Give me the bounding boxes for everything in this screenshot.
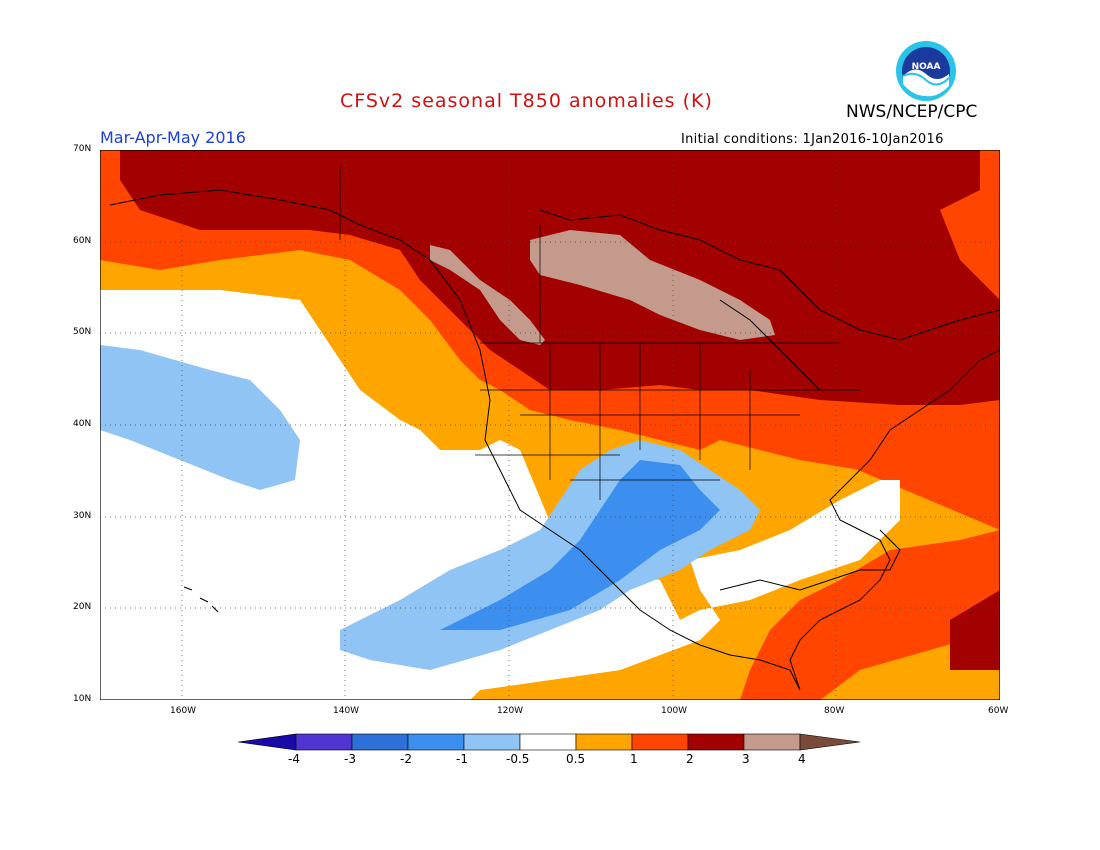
lon-label: 60W — [988, 706, 1009, 716]
colorbar-label: -0.5 — [506, 752, 530, 766]
anomaly-region-blue — [440, 460, 720, 630]
colorbar — [238, 733, 861, 751]
noaa-logo: NOAA — [896, 41, 956, 101]
colorbar-segment — [407, 733, 465, 751]
lat-label: 40N — [73, 419, 92, 429]
colorbar-segment — [519, 733, 577, 751]
colorbar-label: -4 — [288, 752, 300, 766]
lat-label: 70N — [73, 144, 92, 154]
colorbar-segment — [799, 733, 861, 751]
anomaly-region-pink — [430, 245, 545, 345]
colorbar-segment — [631, 733, 689, 751]
organization-label: NWS/NCEP/CPC — [846, 102, 978, 122]
colorbar-segment — [743, 733, 801, 751]
colorbar-segment — [463, 733, 521, 751]
colorbar-label: 0.5 — [566, 752, 586, 766]
colorbar-segment — [575, 733, 633, 751]
colorbar-label: 3 — [742, 752, 750, 766]
lat-label: 50N — [73, 327, 92, 337]
colorbar-segment — [295, 733, 353, 751]
anomaly-map — [100, 150, 1000, 700]
lat-label: 10N — [73, 694, 92, 704]
lat-label: 60N — [73, 236, 92, 246]
borders — [339, 165, 860, 500]
logo-text: NOAA — [912, 62, 941, 72]
anomaly-region-lightblue — [100, 345, 300, 490]
colorbar-label: 2 — [686, 752, 694, 766]
colorbar-segment — [351, 733, 409, 751]
lon-label: 160W — [170, 706, 197, 716]
colorbar-label: 1 — [630, 752, 638, 766]
colorbar-label: -1 — [456, 752, 468, 766]
lon-label: 80W — [824, 706, 845, 716]
colorbar-segment — [238, 733, 297, 751]
lat-label: 30N — [73, 511, 92, 521]
map-title: CFSv2 seasonal T850 anomalies (K) — [340, 90, 713, 112]
lon-label: 120W — [497, 706, 524, 716]
colorbar-label: -2 — [400, 752, 412, 766]
colorbar-segment — [687, 733, 745, 751]
lon-label: 100W — [661, 706, 688, 716]
initial-conditions-label: Initial conditions: 1Jan2016-10Jan2016 — [681, 132, 944, 147]
lat-label: 20N — [73, 602, 92, 612]
colorbar-label: 4 — [798, 752, 806, 766]
colorbar-label: -3 — [344, 752, 356, 766]
season-label: Mar-Apr-May 2016 — [100, 128, 246, 147]
lon-label: 140W — [333, 706, 360, 716]
